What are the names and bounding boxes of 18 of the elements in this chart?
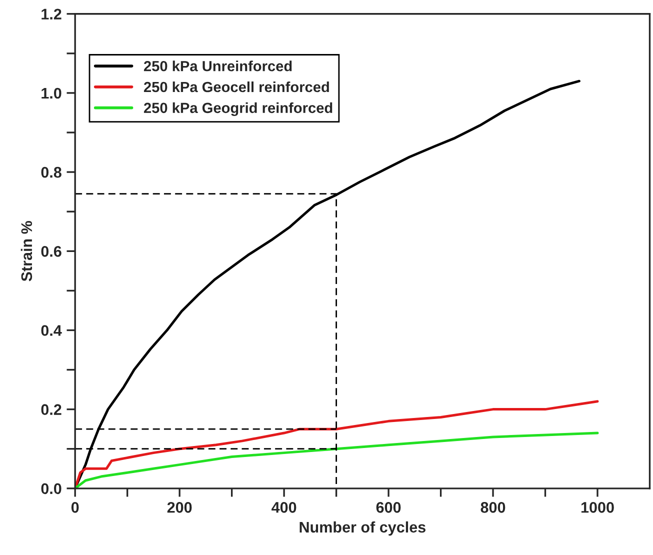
y-tick-label: 0.4 xyxy=(41,325,62,336)
legend-label: 250 kPa Unreinforced xyxy=(144,60,292,72)
legend-label: 250 kPa Geogrid reinforced xyxy=(144,102,332,116)
y-tick-label: 0.6 xyxy=(41,246,62,257)
y-axis-title: Strain % xyxy=(20,220,32,282)
y-tick-label: 0.2 xyxy=(41,404,62,415)
x-tick-label: 200 xyxy=(167,502,192,513)
x-tick-label: 600 xyxy=(376,502,401,513)
x-tick-label: 400 xyxy=(272,502,296,513)
y-tick-label: 1.2 xyxy=(42,8,62,20)
x-tick-label: 800 xyxy=(480,502,506,513)
y-tick-label: 0.8 xyxy=(41,166,62,178)
legend-label: 250 kPa Geocell reinforced xyxy=(144,81,329,92)
y-tick-label: 1.0 xyxy=(42,88,62,99)
x-tick-label: 0 xyxy=(71,502,79,513)
x-tick-label: 1000 xyxy=(581,502,614,513)
y-tick-label: 0.0 xyxy=(41,483,62,494)
x-axis-title: Number of cycles xyxy=(300,521,426,536)
